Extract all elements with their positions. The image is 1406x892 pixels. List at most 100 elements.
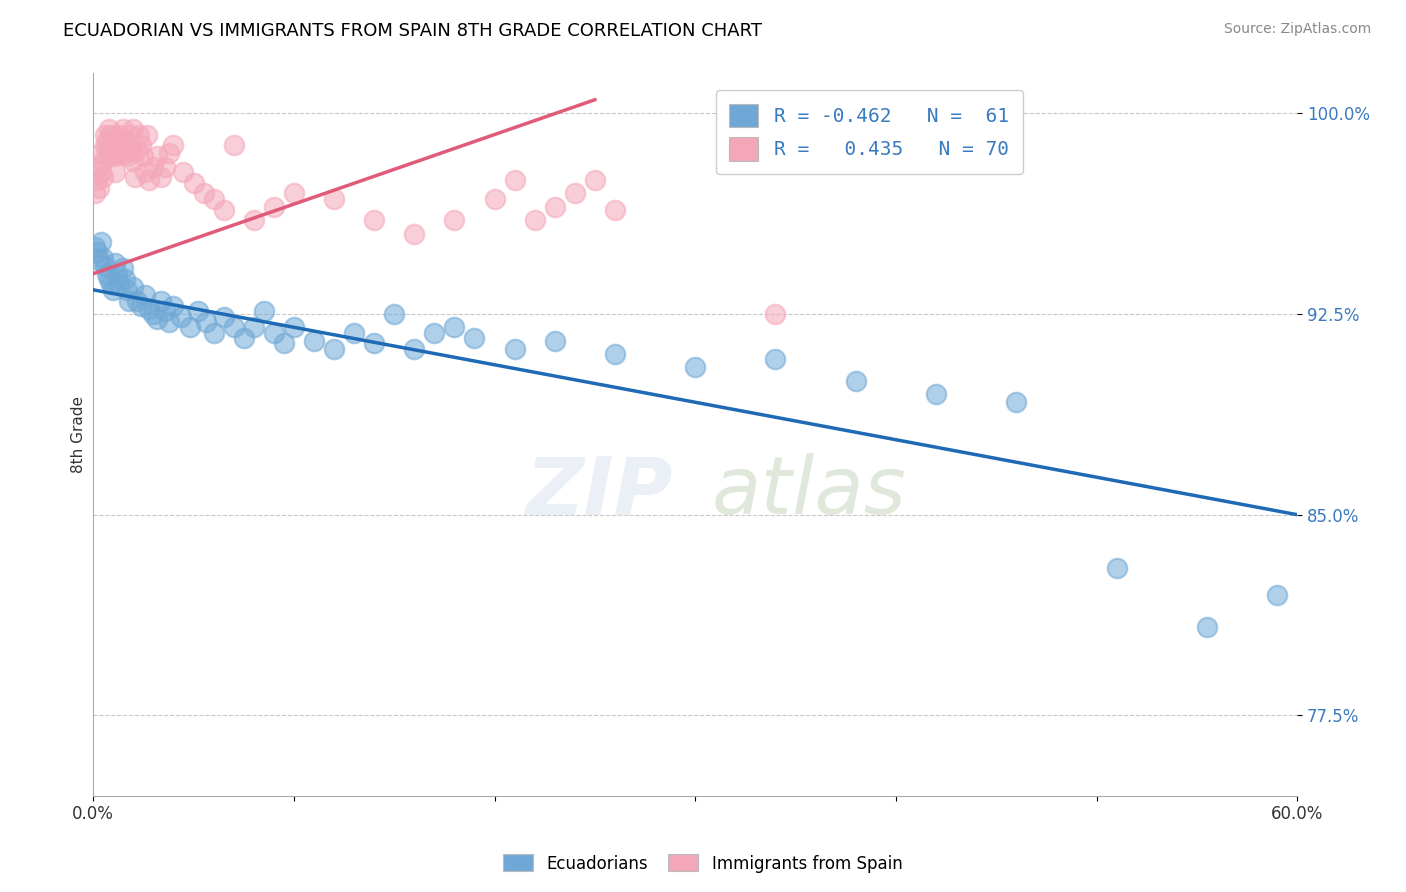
Text: ZIP: ZIP	[526, 453, 672, 532]
Point	[142, 307, 165, 321]
Point	[132, 149, 155, 163]
Legend: R = -0.462   N =  61, R =   0.435   N = 70: R = -0.462 N = 61, R = 0.435 N = 70	[716, 90, 1022, 174]
Point	[183, 176, 205, 190]
Point	[179, 320, 201, 334]
Point	[103, 283, 125, 297]
Point	[212, 202, 235, 217]
Point	[131, 299, 153, 313]
Point	[108, 138, 131, 153]
Point	[159, 315, 181, 329]
Point	[683, 360, 706, 375]
Point	[100, 277, 122, 292]
Point	[159, 146, 181, 161]
Point	[117, 283, 139, 297]
Point	[155, 304, 177, 318]
Point	[202, 326, 225, 340]
Point	[89, 160, 111, 174]
Point	[142, 160, 165, 174]
Point	[94, 128, 117, 142]
Point	[103, 144, 125, 158]
Point	[323, 192, 346, 206]
Point	[127, 293, 149, 308]
Point	[583, 173, 606, 187]
Point	[138, 173, 160, 187]
Point	[96, 144, 118, 158]
Point	[100, 128, 122, 142]
Point	[1105, 561, 1128, 575]
Point	[131, 138, 153, 153]
Point	[323, 342, 346, 356]
Point	[423, 326, 446, 340]
Point	[363, 213, 385, 227]
Point	[90, 165, 112, 179]
Point	[134, 288, 156, 302]
Point	[114, 133, 136, 147]
Point	[404, 227, 426, 241]
Point	[89, 181, 111, 195]
Point	[193, 186, 215, 201]
Point	[544, 200, 567, 214]
Y-axis label: 8th Grade: 8th Grade	[72, 396, 86, 473]
Text: atlas: atlas	[713, 453, 907, 532]
Point	[222, 138, 245, 153]
Point	[86, 173, 108, 187]
Point	[108, 277, 131, 292]
Point	[124, 170, 146, 185]
Point	[91, 170, 114, 185]
Point	[146, 149, 169, 163]
Point	[127, 144, 149, 158]
Point	[84, 186, 107, 201]
Point	[91, 154, 114, 169]
Point	[503, 342, 526, 356]
Point	[120, 144, 142, 158]
Point	[194, 315, 217, 329]
Point	[544, 334, 567, 348]
Point	[105, 267, 128, 281]
Point	[136, 128, 159, 142]
Point	[253, 304, 276, 318]
Point	[463, 331, 485, 345]
Point	[100, 138, 122, 153]
Point	[104, 165, 127, 179]
Point	[1005, 395, 1028, 409]
Point	[91, 251, 114, 265]
Point	[363, 336, 385, 351]
Point	[523, 213, 546, 227]
Point	[96, 133, 118, 147]
Point	[845, 374, 868, 388]
Point	[443, 320, 465, 334]
Point	[283, 320, 305, 334]
Point	[114, 146, 136, 161]
Point	[603, 347, 626, 361]
Point	[117, 149, 139, 163]
Point	[263, 326, 285, 340]
Point	[122, 122, 145, 136]
Point	[150, 293, 173, 308]
Point	[112, 261, 135, 276]
Point	[112, 122, 135, 136]
Point	[283, 186, 305, 201]
Point	[302, 334, 325, 348]
Point	[105, 146, 128, 161]
Point	[503, 173, 526, 187]
Point	[114, 272, 136, 286]
Point	[118, 293, 141, 308]
Point	[242, 320, 264, 334]
Point	[86, 245, 108, 260]
Point	[112, 138, 135, 153]
Point	[186, 304, 208, 318]
Point	[564, 186, 586, 201]
Point	[98, 122, 121, 136]
Point	[118, 128, 141, 142]
Point	[146, 312, 169, 326]
Point	[484, 192, 506, 206]
Point	[263, 200, 285, 214]
Point	[765, 307, 787, 321]
Point	[90, 235, 112, 249]
Point	[765, 352, 787, 367]
Point	[170, 310, 193, 324]
Point	[96, 267, 118, 281]
Text: ECUADORIAN VS IMMIGRANTS FROM SPAIN 8TH GRADE CORRELATION CHART: ECUADORIAN VS IMMIGRANTS FROM SPAIN 8TH …	[63, 22, 762, 40]
Point	[150, 170, 173, 185]
Point	[202, 192, 225, 206]
